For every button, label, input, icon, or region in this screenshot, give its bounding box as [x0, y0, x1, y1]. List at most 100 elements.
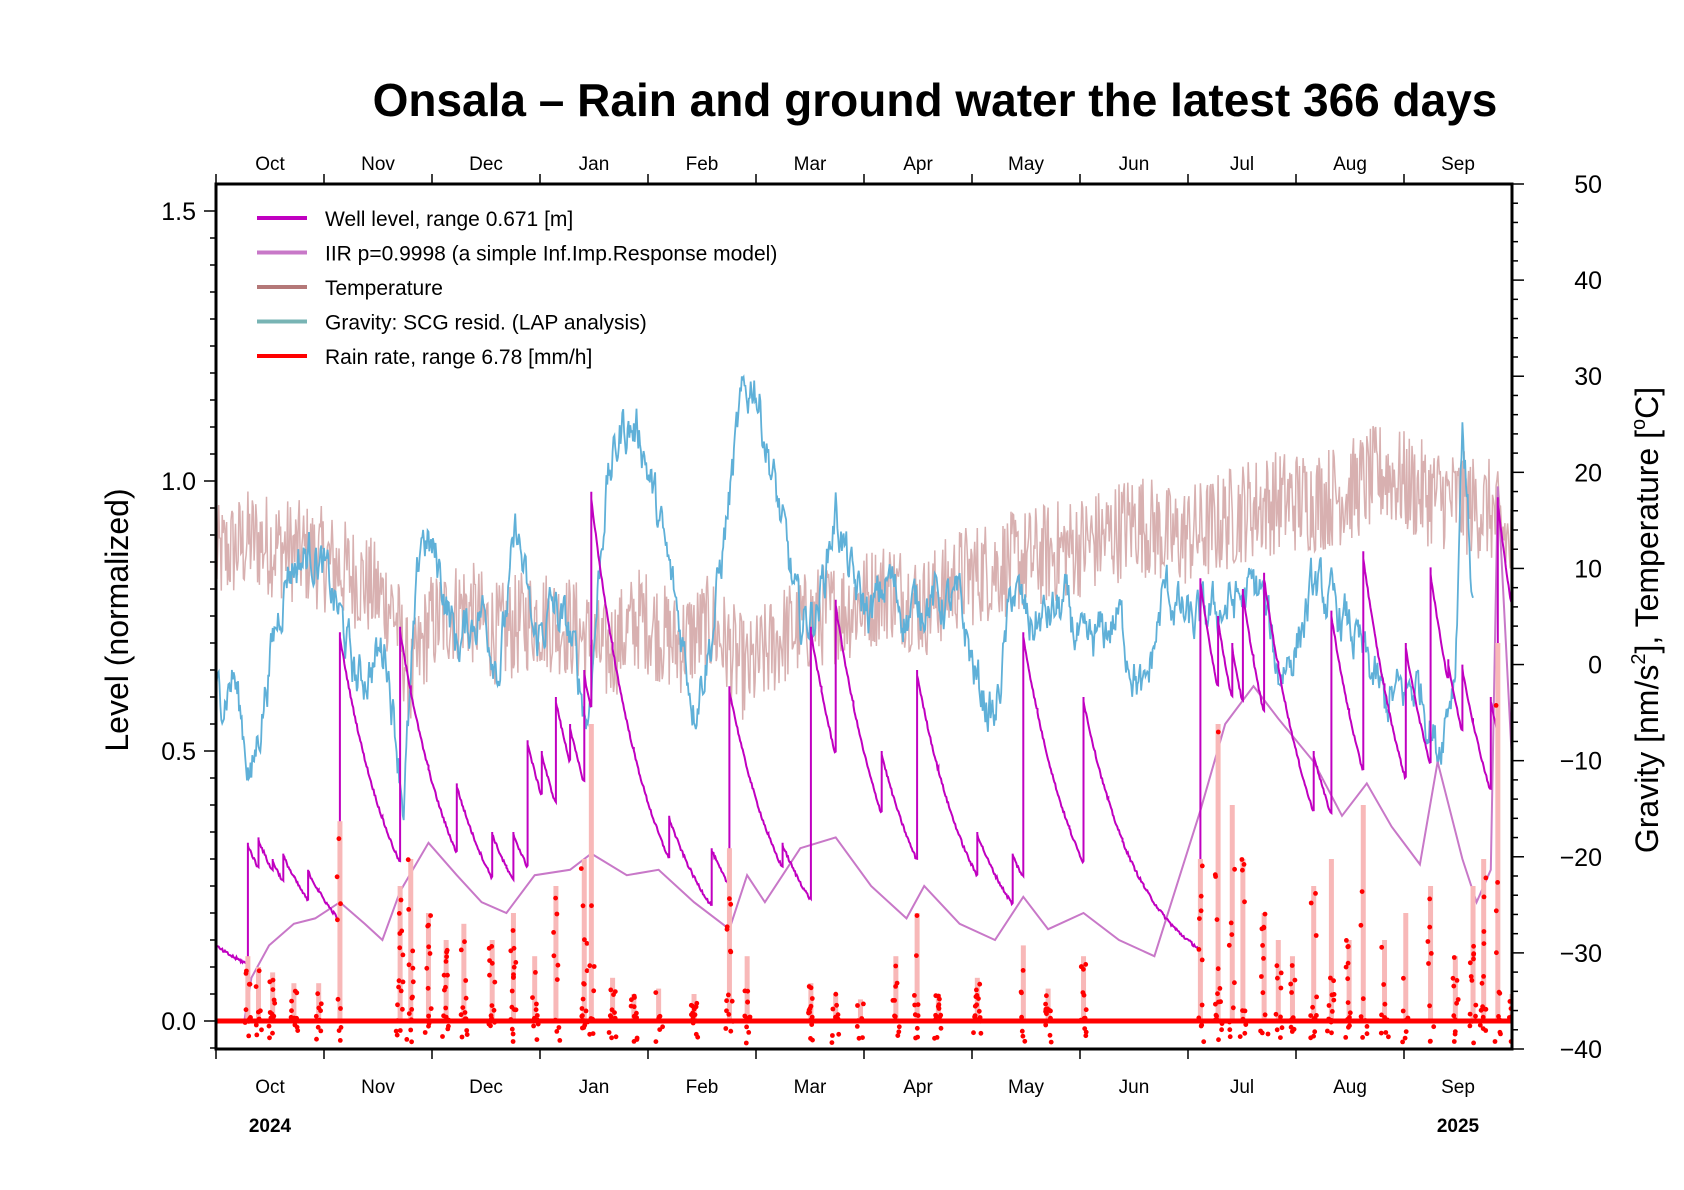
rain-bar	[1275, 940, 1281, 1021]
x-bottom-month-label: Jun	[1119, 1077, 1150, 1098]
rain-point	[1239, 857, 1245, 862]
rain-bar	[337, 821, 343, 1021]
rain-point	[1240, 867, 1245, 873]
rain-point	[1274, 1027, 1280, 1033]
rain-bar	[808, 983, 814, 1021]
rain-bar	[726, 848, 732, 1021]
rain-point	[937, 1014, 943, 1020]
rain-bar	[1020, 945, 1026, 1021]
rain-point	[459, 1034, 465, 1040]
rain-point	[1359, 889, 1365, 894]
y-left-tick-label: 1.5	[161, 198, 196, 226]
rain-point	[1427, 924, 1433, 930]
rain-point	[464, 1028, 470, 1033]
rain-point	[690, 1003, 696, 1009]
series-layer	[216, 374, 1512, 1046]
rain-point	[806, 984, 812, 989]
rain-point	[973, 994, 979, 1000]
rain-point	[934, 1035, 940, 1040]
rain-point	[1261, 925, 1267, 931]
y-axis-right-label-deg: o	[1628, 419, 1650, 430]
rain-point	[253, 984, 259, 989]
rain-point	[267, 979, 273, 985]
rain-point	[1278, 985, 1284, 991]
rain-point	[1451, 1013, 1457, 1019]
rain-point	[728, 1028, 734, 1034]
rain-point	[726, 1012, 732, 1017]
rain-point	[1497, 1029, 1503, 1035]
rain-point	[513, 960, 519, 965]
rain-bar	[397, 886, 403, 1021]
rain-point	[938, 1025, 944, 1031]
rain-point	[489, 1003, 495, 1008]
y-axis-right-label: Gravity [nm/s2], Temperature [oC]	[1628, 387, 1665, 853]
rain-point	[1473, 1002, 1479, 1008]
rain-point	[1278, 1014, 1283, 1020]
rain-bar	[1481, 859, 1487, 1021]
rain-point	[1427, 1003, 1432, 1009]
x-bottom-month-label: Feb	[686, 1077, 719, 1098]
rain-point	[1201, 1039, 1207, 1045]
rain-bar	[553, 886, 559, 1021]
rain-point	[1260, 990, 1266, 996]
rain-point	[1083, 1033, 1089, 1039]
rain-point	[399, 928, 405, 934]
rain-point	[1454, 1000, 1459, 1006]
rain-point	[1308, 900, 1314, 906]
rain-point	[258, 1008, 263, 1014]
rain-point	[1261, 956, 1266, 961]
rain-point	[1198, 893, 1204, 899]
rain-point	[556, 1025, 562, 1030]
rain-point	[1219, 1027, 1224, 1033]
rain-point	[892, 998, 897, 1003]
rain-point	[270, 987, 276, 992]
y-right-tick-label: 50	[1574, 171, 1602, 199]
y-left-tick-label: 0.0	[161, 1008, 196, 1036]
x-bottom-month-label: May	[1008, 1077, 1044, 1098]
rain-point	[266, 1023, 272, 1029]
rain-point	[807, 1009, 812, 1015]
rain-point	[1471, 956, 1476, 962]
rain-point	[253, 1022, 259, 1028]
right-axis: 50 40 30 20 10 0 −10 −20 −30 −40	[1512, 171, 1602, 1064]
y-right-tick-label: 0	[1588, 652, 1602, 680]
rain-point	[409, 1039, 414, 1045]
rain-point	[744, 1024, 749, 1030]
rain-point	[1308, 1013, 1314, 1018]
rain-point	[338, 901, 343, 907]
x-top-month-label: Aug	[1333, 154, 1367, 175]
rain-bar	[744, 956, 750, 1021]
rain-point	[1019, 1014, 1024, 1020]
rain-point	[834, 1002, 839, 1008]
rain-point	[406, 907, 412, 912]
rain-point	[1022, 1038, 1028, 1044]
rain-point	[1216, 1037, 1221, 1043]
rain-point	[398, 897, 404, 903]
rain-point	[914, 913, 920, 918]
rain-point	[267, 1035, 272, 1041]
rain-point	[534, 1037, 540, 1042]
rain-point	[612, 989, 618, 994]
rain-point	[1232, 866, 1237, 872]
rain-point	[1469, 978, 1475, 983]
rain-point	[1481, 929, 1487, 934]
rain-point	[269, 1011, 275, 1017]
rain-bar	[588, 724, 594, 1021]
x-top-month-label: May	[1008, 154, 1044, 175]
rain-bar	[656, 988, 662, 1021]
rain-point	[745, 999, 750, 1005]
rain-bar	[532, 956, 538, 1021]
rain-point	[829, 1040, 835, 1045]
rain-point	[971, 1030, 976, 1036]
rain-point	[808, 1036, 813, 1041]
rain-point	[1364, 1031, 1370, 1037]
rain-point	[396, 911, 402, 916]
rain-point	[1378, 1030, 1384, 1036]
rain-point	[1428, 1038, 1433, 1044]
rain-point	[1492, 1039, 1498, 1044]
rain-point	[855, 1003, 860, 1008]
x-top-month-label: Jan	[579, 154, 610, 175]
rain-point	[1403, 1029, 1409, 1034]
rain-point	[1347, 1023, 1352, 1029]
rain-point	[394, 1032, 400, 1038]
